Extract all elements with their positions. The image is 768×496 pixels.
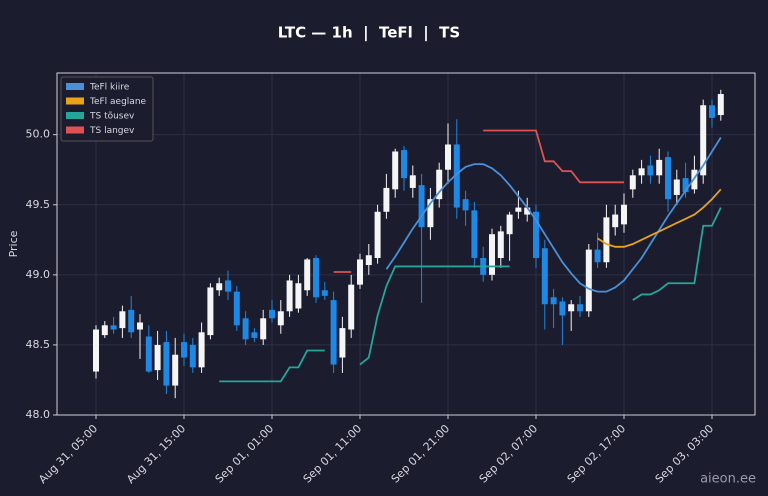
candle-body [638, 168, 645, 176]
y-tick-label: 49.5 [26, 198, 51, 211]
candle-body [594, 249, 601, 263]
candle-body [286, 280, 293, 312]
candle-body [612, 214, 619, 228]
candle-body [172, 354, 179, 386]
legend-label: TS langev [89, 126, 135, 136]
legend-label: TS tõusev [89, 112, 135, 122]
y-tick-label: 48.0 [26, 408, 51, 421]
y-tick-label: 50.0 [26, 128, 51, 141]
candle-body [401, 150, 407, 179]
candle-body [128, 309, 135, 333]
candle-body [321, 290, 328, 296]
candle-body [515, 207, 522, 212]
candle-body [568, 304, 575, 312]
candle-body [682, 178, 689, 193]
candle-body [700, 105, 707, 176]
candle-body [656, 159, 663, 176]
candle-body [541, 248, 548, 305]
candle-body [357, 259, 363, 285]
legend-swatch [66, 83, 84, 90]
candle-body [383, 187, 390, 212]
candle-body [647, 165, 654, 176]
candle-body [119, 311, 126, 329]
y-tick-label: 49.0 [26, 268, 51, 281]
candle-body [313, 258, 319, 298]
series-line [333, 129, 624, 273]
candle-body [453, 144, 460, 208]
candle-body [445, 144, 451, 170]
candle-body [189, 344, 196, 368]
candle-body [436, 169, 443, 200]
candle-body [374, 211, 381, 259]
candle-body [181, 342, 187, 358]
candle-body [717, 94, 724, 116]
candle-body [101, 325, 108, 336]
candle-body [577, 304, 583, 312]
candle-body [242, 318, 249, 340]
candle-body [550, 297, 557, 305]
candle-body [673, 179, 680, 195]
candle-body [295, 283, 302, 309]
y-tick-label: 48.5 [26, 338, 51, 351]
candle-body [137, 322, 143, 330]
candle-body [418, 185, 425, 228]
candle-body [709, 105, 715, 118]
candle-body [277, 311, 284, 326]
candle-body [559, 301, 566, 316]
candle-body [110, 325, 117, 330]
candle-body [251, 332, 258, 338]
legend-swatch [66, 97, 84, 105]
candle-body [93, 329, 99, 372]
candle-body [304, 259, 311, 291]
candle-body [427, 199, 434, 228]
chart-title: LTC — 1h | TeFl | TS [278, 24, 460, 43]
candle-body [506, 214, 513, 235]
candle-body [471, 210, 478, 259]
watermark: aieon.ee [700, 472, 756, 487]
candle-body [533, 211, 539, 259]
candle-body [497, 231, 504, 259]
candle-body [665, 157, 671, 200]
legend-label: TeFl kiire [89, 83, 130, 93]
candle-body [207, 287, 214, 336]
candle-body [462, 199, 469, 211]
series-line [219, 207, 722, 383]
series-line [385, 136, 722, 293]
candle-body [629, 175, 636, 190]
candle-body [198, 332, 205, 368]
legend: TeFl kiire TeFl aeglane TS tõusev TS langev [60, 76, 154, 142]
plot-border [56, 72, 756, 416]
candle-body [621, 204, 627, 225]
y-axis-label: Price [7, 230, 20, 257]
candle-body [489, 234, 495, 275]
candle-body [330, 300, 337, 365]
series-line [597, 188, 722, 248]
candle-body [154, 344, 161, 371]
candle-body [603, 217, 610, 263]
candle-body [163, 342, 170, 386]
candle-body [392, 151, 399, 190]
candle-body [339, 328, 346, 358]
candle-body [365, 255, 372, 266]
candle-body [233, 291, 240, 326]
legend-swatch [66, 112, 84, 119]
candle-body [409, 175, 416, 188]
candle-body [348, 284, 355, 330]
candle-body [269, 309, 275, 319]
candle-body [260, 318, 267, 340]
candle-body [524, 207, 531, 215]
candle-body [585, 249, 592, 312]
candle-body [216, 283, 223, 291]
candle-body [225, 280, 231, 292]
legend-swatch [66, 126, 84, 134]
candle-body [145, 336, 152, 372]
legend-label: TeFl aeglane [89, 97, 147, 107]
legend-box [60, 76, 154, 142]
